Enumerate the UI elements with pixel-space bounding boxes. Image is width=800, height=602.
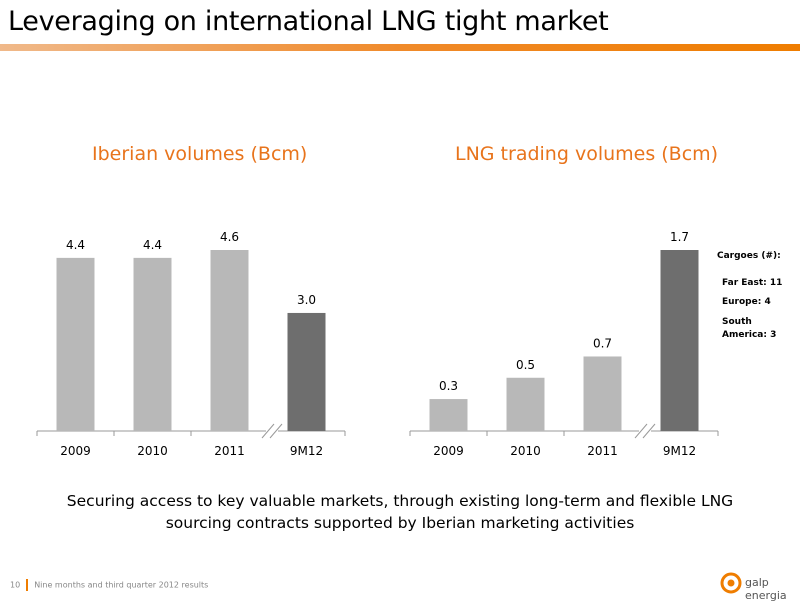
iberian-category-label-2009: 2009 [60,444,91,458]
iberian-value-label-2009: 4.4 [66,238,85,252]
footer: 10 Nine months and third quarter 2012 res… [10,579,208,591]
lng-trading-volumes-chart: 0.3 2009 0.5 2010 0.7 2011 1.7 9M12 [409,230,719,458]
lng-bar-9M12 [660,250,699,431]
lng-value-label-2010: 0.5 [516,358,535,372]
iberian-bar-2011 [210,250,249,431]
cargoes-europe: Europe: 4 [722,297,771,307]
iberian-volumes-chart: 4.4 2009 4.4 2010 4.6 2011 3.0 9M12 [36,230,346,458]
cargoes-south-america-line2: America: 3 [722,330,776,340]
iberian-axis-break-mark [269,423,283,439]
footer-separator [26,579,29,591]
iberian-axis-break-mark [261,423,275,439]
iberian-bar-2009 [56,257,95,431]
lng-category-label-2011: 2011 [587,444,618,458]
logo-icon [720,572,742,594]
lng-bar-2011 [583,356,622,431]
lng-axis-break-mask [639,425,651,437]
footer-text: Nine months and third quarter 2012 resul… [34,580,209,590]
iberian-category-label-2011: 2011 [214,444,245,458]
iberian-category-label-9M12: 9M12 [290,444,323,458]
lng-value-label-9M12: 1.7 [670,230,689,244]
iberian-value-label-2010: 4.4 [143,238,162,252]
company-logo: galp energia [720,572,792,602]
slide-title: Leveraging on international LNG tight ma… [8,6,609,37]
caption: Securing access to key valuable markets,… [60,490,740,534]
lng-category-label-9M12: 9M12 [663,444,696,458]
lng-category-label-2009: 2009 [433,444,464,458]
lng-value-label-2011: 0.7 [593,336,612,350]
iberian-value-label-2011: 4.6 [220,230,239,244]
iberian-chart-title: Iberian volumes (Bcm) [92,143,308,165]
iberian-bar-2010 [133,257,172,431]
cargoes-title: Cargoes (#): [717,251,781,261]
logo-text: galp energia [745,576,787,602]
charts-canvas: 4.4 2009 4.4 2010 4.6 2011 3.0 9M12 0.3 2009 0.5 2… [36,230,782,458]
lng-value-label-2009: 0.3 [439,379,458,393]
iberian-bar-9M12 [287,312,326,431]
lng-axis-break-mark [634,423,648,439]
iberian-value-label-9M12: 3.0 [297,293,316,307]
cargoes-south-america-line1: South [722,317,752,327]
title-underline [0,44,800,51]
lng-axis-break-mark [642,423,656,439]
caption-line-2: sourcing contracts supported by Iberian … [165,514,635,532]
page-number: 10 [10,580,21,590]
lng-bar-2009 [429,399,468,431]
iberian-category-label-2010: 2010 [137,444,168,458]
iberian-axis-break-mask [266,425,278,437]
cargoes-far-east: Far East: 11 [722,278,782,288]
caption-line-1: Securing access to key valuable markets,… [66,492,734,510]
cargoes-annotation: Cargoes (#): Far East: 11 Europe: 4 Sout… [717,251,782,340]
lng-chart-title: LNG trading volumes (Bcm) [455,143,719,165]
lng-bar-2010 [506,377,545,431]
lng-category-label-2010: 2010 [510,444,541,458]
